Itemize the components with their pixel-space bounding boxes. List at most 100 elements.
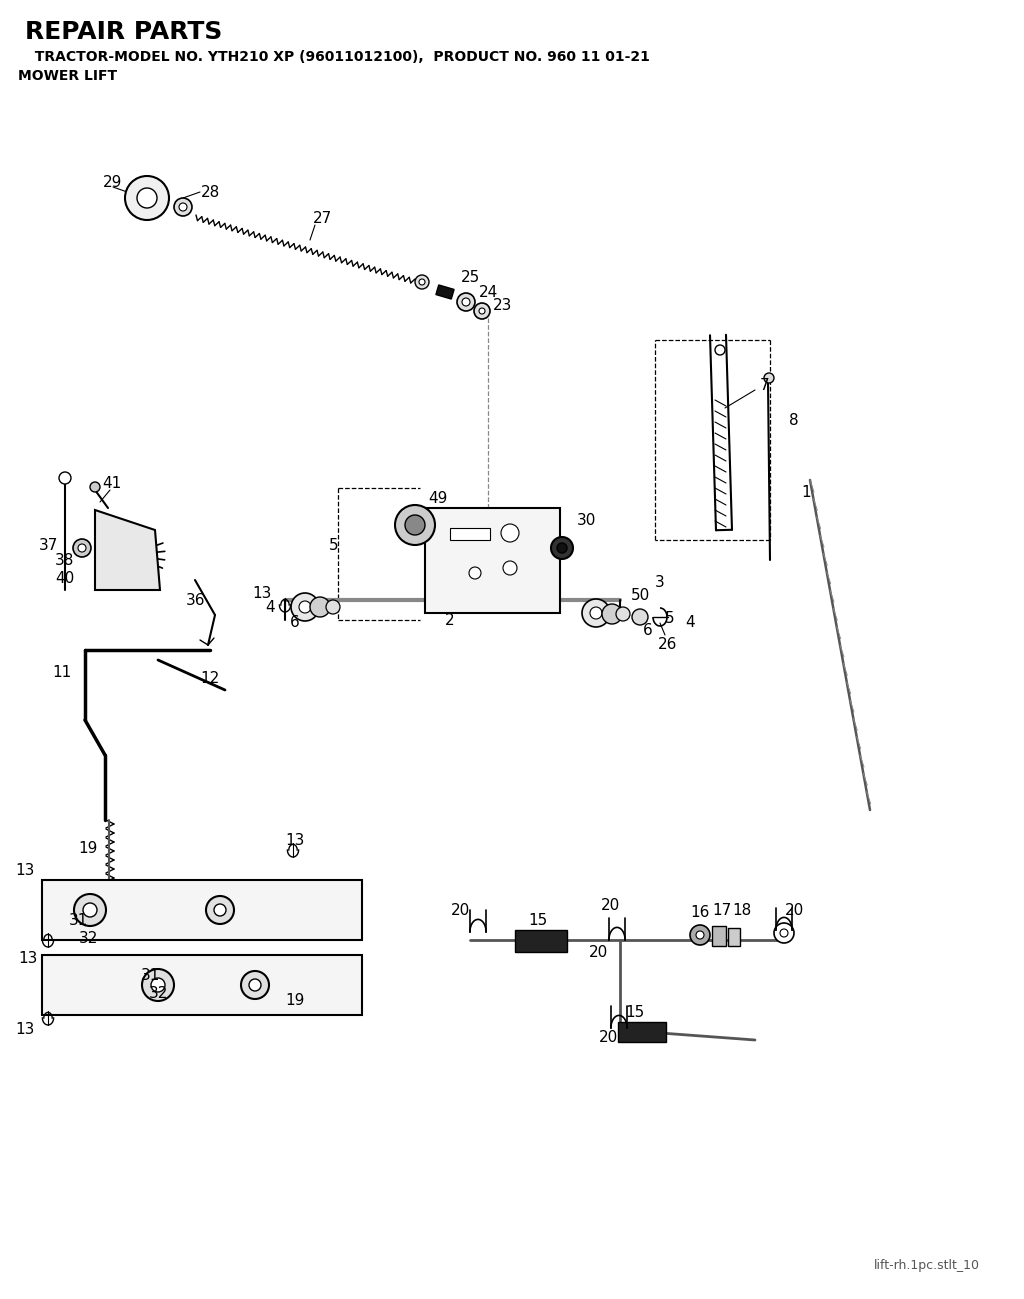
Text: 20: 20: [598, 1030, 617, 1046]
Text: 41: 41: [102, 475, 122, 491]
Text: 2: 2: [445, 613, 455, 627]
Circle shape: [469, 566, 481, 579]
Circle shape: [249, 979, 261, 991]
Bar: [450, 527, 490, 540]
Circle shape: [590, 607, 602, 620]
Text: 8: 8: [790, 413, 799, 427]
Bar: [425, 508, 560, 613]
Circle shape: [764, 373, 774, 383]
Circle shape: [501, 523, 519, 542]
Text: 1: 1: [801, 485, 811, 500]
Circle shape: [299, 601, 311, 613]
Circle shape: [479, 308, 485, 314]
Circle shape: [415, 275, 429, 288]
Text: 28: 28: [201, 184, 219, 200]
Circle shape: [551, 536, 573, 559]
Text: 25: 25: [461, 269, 479, 284]
Text: 29: 29: [103, 174, 123, 190]
Circle shape: [241, 970, 269, 999]
Circle shape: [74, 894, 106, 926]
Circle shape: [696, 931, 705, 939]
Text: 32: 32: [148, 986, 168, 1000]
Text: 20: 20: [589, 944, 607, 960]
Text: 16: 16: [690, 904, 710, 920]
Text: 30: 30: [578, 513, 597, 527]
Text: TRACTOR-MODEL NO. YTH210 XP (96011012100),  PRODUCT NO. 960 11 01-21: TRACTOR-MODEL NO. YTH210 XP (96011012100…: [25, 49, 650, 64]
Circle shape: [206, 896, 234, 924]
Text: 13: 13: [18, 951, 38, 965]
Text: 4: 4: [685, 614, 695, 630]
Circle shape: [291, 594, 319, 621]
Bar: [618, 1022, 666, 1042]
Bar: [436, 284, 454, 299]
Circle shape: [774, 924, 794, 943]
Circle shape: [174, 197, 193, 216]
Circle shape: [419, 279, 425, 284]
Text: 5: 5: [666, 611, 675, 626]
Circle shape: [462, 297, 470, 307]
Text: 24: 24: [478, 284, 498, 300]
Circle shape: [406, 514, 425, 535]
Text: 49: 49: [428, 491, 447, 505]
Text: MOWER LIFT: MOWER LIFT: [18, 69, 117, 83]
Text: lift-rh.1pc.stlt_10: lift-rh.1pc.stlt_10: [874, 1259, 980, 1272]
Text: 20: 20: [600, 898, 620, 912]
Polygon shape: [95, 511, 160, 590]
Bar: [42, 955, 362, 1015]
Text: 26: 26: [658, 637, 678, 652]
Text: 31: 31: [140, 968, 160, 982]
Circle shape: [151, 978, 165, 992]
Circle shape: [780, 929, 788, 937]
Circle shape: [395, 505, 435, 546]
Circle shape: [632, 609, 648, 625]
Text: 50: 50: [632, 587, 650, 603]
Circle shape: [690, 925, 710, 944]
Text: 40: 40: [55, 570, 75, 586]
Text: 12: 12: [201, 670, 219, 686]
Circle shape: [78, 544, 86, 552]
Text: 23: 23: [494, 297, 513, 313]
Bar: [42, 879, 362, 940]
Text: 19: 19: [78, 840, 97, 856]
Circle shape: [59, 472, 71, 485]
Text: 13: 13: [15, 863, 35, 878]
Circle shape: [214, 904, 226, 916]
Circle shape: [602, 604, 622, 624]
Circle shape: [557, 543, 567, 553]
Circle shape: [142, 969, 174, 1002]
Text: 4: 4: [265, 600, 274, 614]
Bar: [712, 926, 726, 946]
Text: 11: 11: [52, 665, 72, 679]
Text: 6: 6: [643, 622, 653, 638]
Text: 13: 13: [252, 586, 271, 600]
Circle shape: [715, 346, 725, 355]
Circle shape: [503, 561, 517, 575]
Text: 17: 17: [713, 903, 731, 917]
Text: 32: 32: [78, 930, 97, 946]
Text: 31: 31: [69, 912, 88, 927]
Text: 37: 37: [38, 538, 57, 552]
Text: 20: 20: [451, 903, 470, 917]
Text: 15: 15: [528, 912, 548, 927]
Circle shape: [616, 607, 630, 621]
Circle shape: [474, 303, 490, 320]
Circle shape: [310, 598, 330, 617]
Text: 20: 20: [785, 903, 805, 917]
Text: 13: 13: [15, 1022, 35, 1038]
Text: 18: 18: [732, 903, 752, 917]
Text: 7: 7: [760, 378, 770, 392]
Circle shape: [179, 203, 187, 210]
Circle shape: [73, 539, 91, 557]
Text: REPAIR PARTS: REPAIR PARTS: [25, 19, 222, 44]
Circle shape: [326, 600, 340, 614]
Text: 15: 15: [626, 1004, 645, 1020]
Text: 19: 19: [286, 992, 305, 1008]
Circle shape: [457, 294, 475, 310]
Circle shape: [125, 175, 169, 220]
Text: 6: 6: [290, 614, 300, 630]
Text: 27: 27: [312, 210, 332, 226]
Circle shape: [582, 599, 610, 627]
Text: 13: 13: [286, 833, 305, 847]
Circle shape: [90, 482, 100, 492]
Circle shape: [137, 188, 157, 208]
